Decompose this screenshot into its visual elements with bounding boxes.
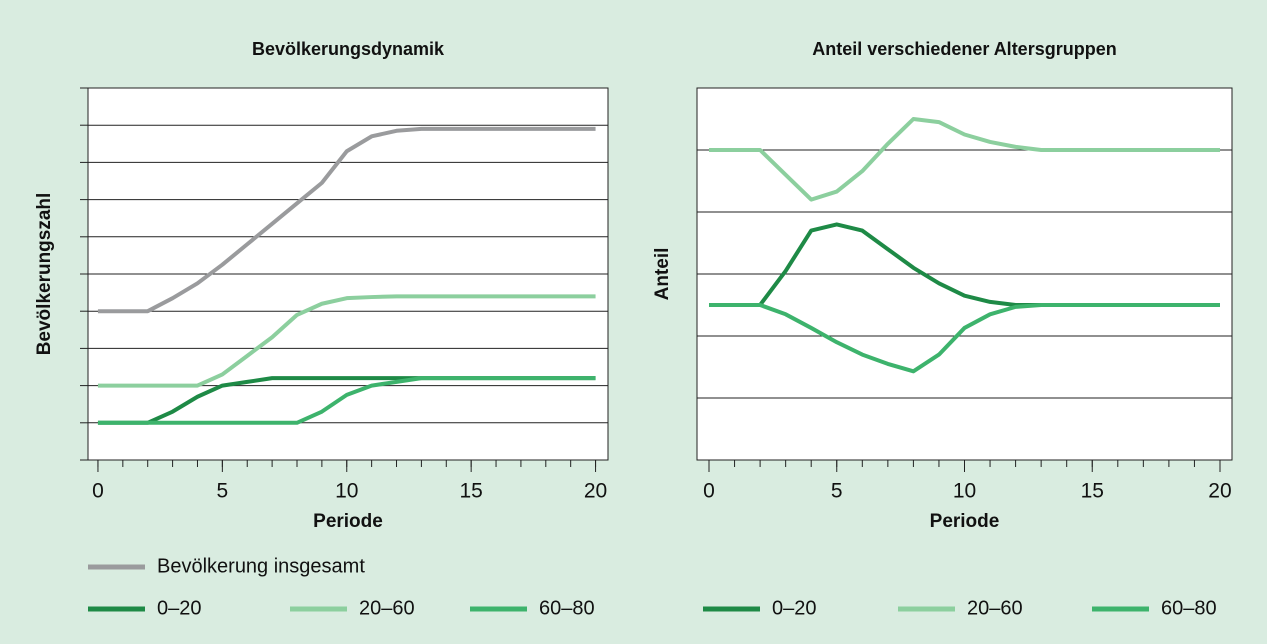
x-tick-label: 5 [217,480,229,503]
legend-label: Bevölkerung insgesamt [157,555,365,577]
x-tick-label: 15 [459,480,482,503]
x-axis-label: Periode [313,511,383,532]
x-tick-label: 20 [584,480,607,503]
x-tick-label: 0 [92,480,104,503]
legend-label: 60–80 [539,597,595,619]
x-tick-label: 15 [1081,480,1104,503]
series-line [709,303,1220,374]
x-tick-label: 10 [953,480,976,503]
x-tick-label: 5 [831,480,843,503]
x-tick-label: 0 [703,480,715,503]
legend-label: 20–60 [967,597,1023,619]
legend-label: 60–80 [1161,597,1217,619]
x-tick-label: 20 [1208,480,1231,503]
x-tick-label: 10 [335,480,358,503]
series-line [97,126,596,314]
y-axis-label: Anteil [652,248,673,301]
legend-label: 0–20 [157,597,202,619]
y-axis-label: Bevölkerungszahl [34,193,55,356]
legend-label: 20–60 [359,597,415,619]
chart-title: Bevölkerungsdynamik [252,39,445,59]
series-line [709,117,1220,202]
x-axis-label: Periode [930,511,1000,532]
chart-title: Anteil verschiedener Altersgruppen [812,39,1116,59]
series-line [97,294,596,388]
legend-label: 0–20 [772,597,817,619]
series-line [97,376,596,425]
